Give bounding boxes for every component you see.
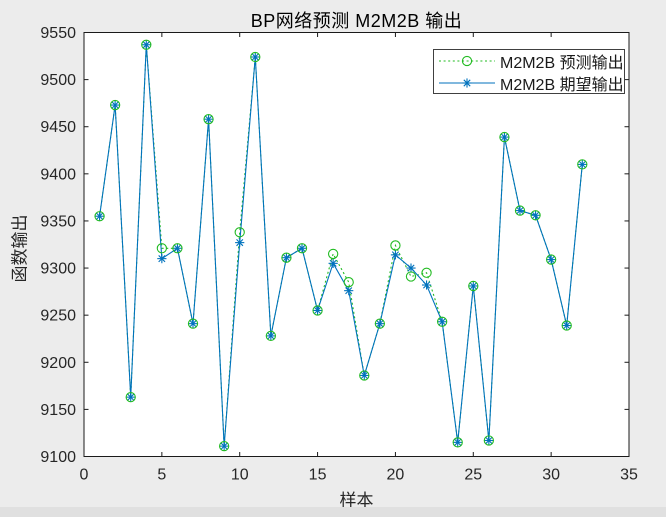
svg-text:25: 25 xyxy=(464,467,482,484)
svg-text:9250: 9250 xyxy=(40,308,76,325)
chart-title: BP网络预测 M2M2B 输出 xyxy=(250,11,463,31)
svg-text:0: 0 xyxy=(80,467,89,484)
svg-text:30: 30 xyxy=(542,467,560,484)
x-axis-label: 样本 xyxy=(339,491,374,510)
svg-text:20: 20 xyxy=(387,467,405,484)
svg-text:10: 10 xyxy=(231,467,249,484)
axes-box xyxy=(83,32,630,457)
asterisk-marker-icon xyxy=(439,77,495,88)
circle-marker-icon xyxy=(439,55,495,66)
legend-label: M2M2B 期望输出 xyxy=(500,76,624,94)
legend[interactable]: M2M2B 预测输出 M2M2B 期望输出 xyxy=(433,49,625,94)
svg-text:5: 5 xyxy=(157,467,166,484)
svg-text:9200: 9200 xyxy=(40,355,76,372)
svg-text:9500: 9500 xyxy=(40,72,76,89)
series-line-expected xyxy=(99,44,583,447)
series-markers-expected xyxy=(94,40,587,451)
svg-text:9550: 9550 xyxy=(40,25,76,42)
series-markers-predicted xyxy=(94,39,588,452)
svg-text:15: 15 xyxy=(309,467,327,484)
legend-item-expected[interactable]: M2M2B 期望输出 xyxy=(434,72,624,94)
plot-area xyxy=(84,32,629,457)
y-axis-label: 函数输出 xyxy=(10,214,30,283)
window-bottom-edge xyxy=(0,507,666,517)
svg-text:9450: 9450 xyxy=(40,119,76,136)
legend-item-predicted[interactable]: M2M2B 预测输出 xyxy=(434,50,624,72)
svg-text:9150: 9150 xyxy=(40,402,76,419)
x-tick-labels: 0 5 10 15 20 25 30 35 xyxy=(80,467,638,484)
legend-label: M2M2B 预测输出 xyxy=(500,54,624,72)
svg-text:9400: 9400 xyxy=(40,166,76,183)
svg-text:9100: 9100 xyxy=(40,449,76,466)
svg-text:35: 35 xyxy=(620,467,638,484)
y-tick-labels: 9100 9150 9200 9250 9300 9350 9400 9450 9500 9550 xyxy=(40,25,76,466)
svg-text:9350: 9350 xyxy=(40,213,76,230)
svg-text:9300: 9300 xyxy=(40,261,76,278)
